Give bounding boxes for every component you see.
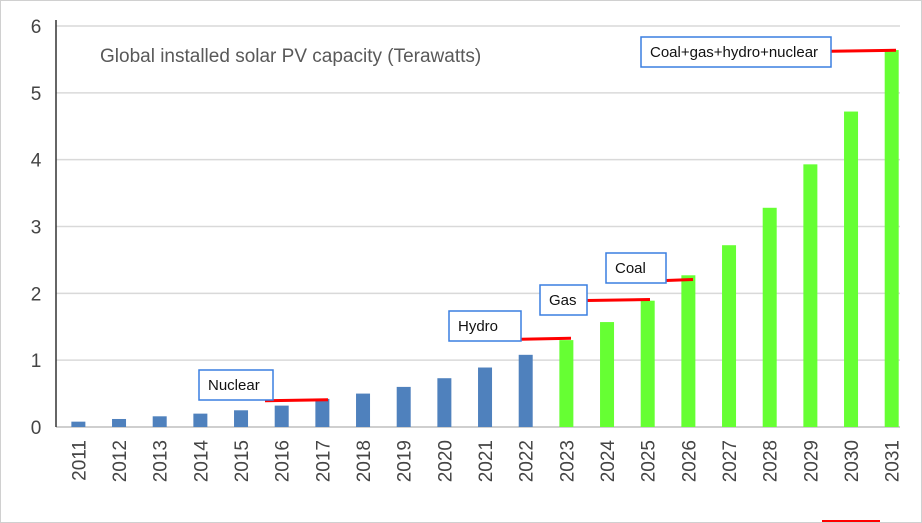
x-tick-label: 2024 <box>598 440 619 483</box>
y-tick-label: 6 <box>31 17 42 38</box>
x-tick-label: 2017 <box>313 440 334 482</box>
annotation-line <box>830 48 897 53</box>
bar-2030 <box>844 111 859 428</box>
annotation-line <box>264 398 329 403</box>
bar-2029 <box>803 164 818 427</box>
annotation-box <box>539 284 588 316</box>
annotation-box <box>640 36 832 68</box>
bar-2026 <box>681 275 696 427</box>
x-tick-label: 2023 <box>557 440 578 482</box>
y-tick-label: 5 <box>31 84 42 105</box>
bar-2017 <box>315 398 330 427</box>
annotation-line <box>665 277 694 282</box>
x-tick-label: 2025 <box>639 440 660 482</box>
x-tick-label: 2013 <box>151 440 172 482</box>
bar-2019 <box>396 386 411 427</box>
bar-2011 <box>71 421 86 427</box>
x-tick-label: 2027 <box>720 440 741 482</box>
x-tick-label: 2026 <box>679 440 700 482</box>
bar-2013 <box>152 416 167 427</box>
y-tick-label: 1 <box>31 351 42 372</box>
annotation-box <box>605 252 667 284</box>
annotation-line <box>586 298 651 303</box>
bar-2012 <box>112 418 127 427</box>
y-tick-label: 4 <box>31 151 42 172</box>
x-tick-label: 2028 <box>761 440 782 482</box>
bar-2031 <box>884 50 899 428</box>
bar-2015 <box>234 410 249 427</box>
annotations: Nuclear Hydro Gas Coal Coal+gas+hydro+nuclea… <box>198 36 897 403</box>
bar-2018 <box>356 393 371 427</box>
x-tick-label: 2029 <box>801 440 822 482</box>
x-tick-label: 2030 <box>842 440 863 482</box>
bar-2016 <box>274 405 289 427</box>
bar-2024 <box>600 322 615 427</box>
bar-2023 <box>559 340 574 427</box>
x-tick-label: 2022 <box>517 440 538 482</box>
x-tick-label: 2021 <box>476 440 497 482</box>
bar-2028 <box>762 207 777 427</box>
annotation-label: Coal+gas+hydro+nuclear <box>650 44 818 61</box>
annotation-label: Coal <box>615 260 646 277</box>
bar-2022 <box>518 354 533 427</box>
chart-title: Global installed solar PV capacity (Tera… <box>100 46 481 67</box>
x-tick-label: 2015 <box>232 440 253 482</box>
x-tick-label: 2014 <box>191 440 212 483</box>
x-tick-label: 2012 <box>110 440 131 482</box>
bar-2014 <box>193 413 208 427</box>
annotation-box <box>198 369 274 401</box>
y-tick-label: 0 <box>31 418 42 439</box>
y-tick-labels: 0 1 2 3 4 5 6 <box>31 17 42 439</box>
x-tick-label: 2011 <box>69 440 90 481</box>
annotation-label: Gas <box>549 292 577 309</box>
bar-2027 <box>722 245 737 427</box>
annotation-label: Hydro <box>458 318 498 335</box>
x-tick-labels: 2011 2012 2013 2014 2015 2016 2017 2018 2019 2020… <box>69 440 903 483</box>
annotation-line <box>520 336 572 341</box>
x-tick-label: 2019 <box>395 440 416 482</box>
x-tick-label: 2020 <box>435 440 456 482</box>
y-tick-label: 3 <box>31 218 42 239</box>
y-tick-label: 2 <box>31 284 42 305</box>
bar-2025 <box>640 300 655 427</box>
bars <box>71 50 899 428</box>
x-tick-label: 2031 <box>883 440 904 482</box>
x-tick-label: 2018 <box>354 440 375 482</box>
bar-2021 <box>478 367 493 427</box>
annotation-label: Nuclear <box>208 377 260 394</box>
gridlines <box>56 25 900 428</box>
x-tick-label: 2016 <box>273 440 294 482</box>
annotation-box <box>448 310 522 342</box>
bar-2020 <box>437 378 452 427</box>
